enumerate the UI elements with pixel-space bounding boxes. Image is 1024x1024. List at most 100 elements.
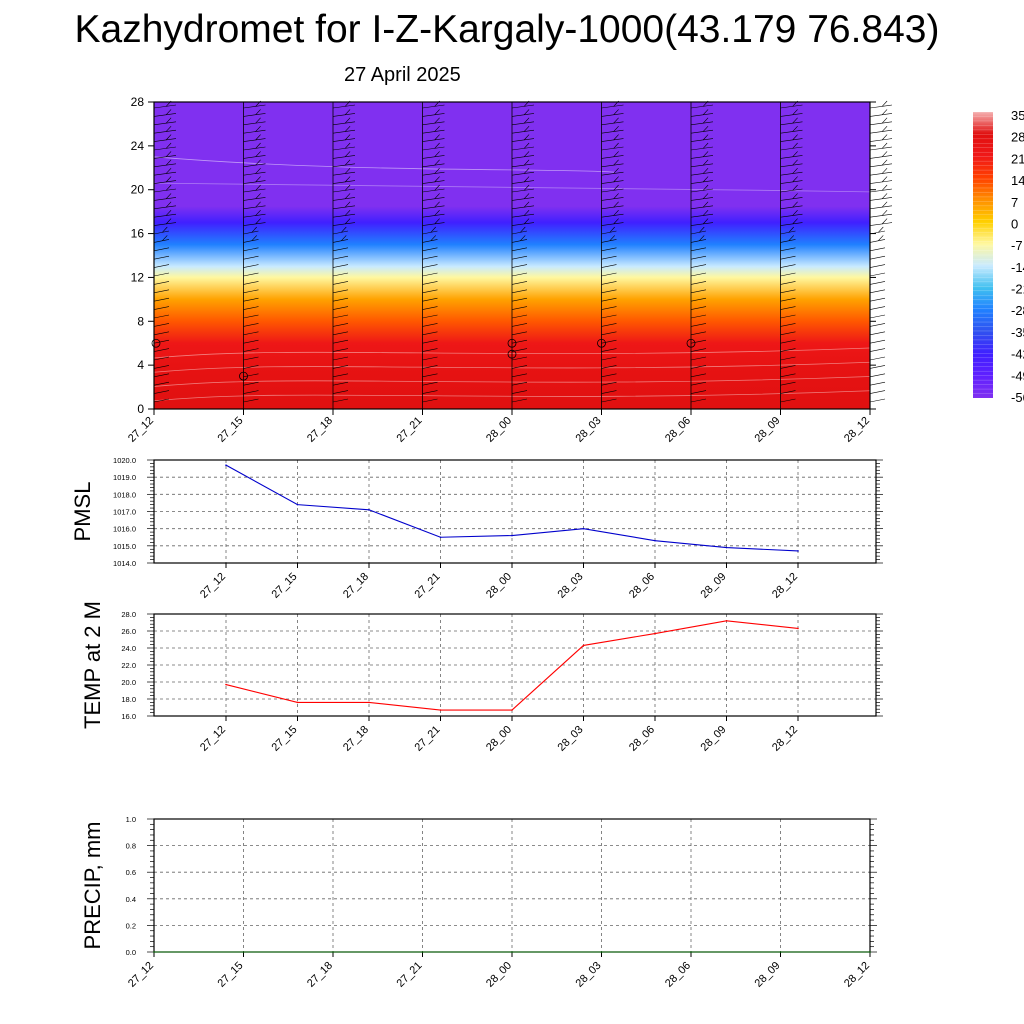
- wind-barb-feather: [881, 117, 888, 124]
- wind-barb-feather: [523, 193, 530, 200]
- wind-barb: [869, 213, 893, 218]
- wind-barb: [153, 331, 170, 336]
- x-tick-label: 28_06: [663, 960, 693, 990]
- wind-barb-feather: [430, 235, 436, 242]
- wind-barb: [780, 113, 803, 117]
- wind-barb-feather: [788, 226, 794, 233]
- wind-barb-feather: [434, 184, 440, 191]
- wind-barb-feather: [613, 159, 619, 166]
- wind-barb: [869, 129, 893, 134]
- chart-subtitle: 27 April 2025: [344, 64, 461, 86]
- wind-barb: [243, 306, 259, 310]
- wind-barb-feather: [165, 209, 172, 216]
- y-tick-label: 1020.0: [113, 456, 136, 465]
- wind-barb: [332, 163, 356, 168]
- wind-barb: [511, 365, 528, 369]
- wind-barb-feather: [434, 109, 440, 116]
- data-point: [511, 709, 513, 711]
- y-tick-label: 1014.0: [113, 559, 136, 568]
- wind-barb: [153, 121, 177, 126]
- wind-barb-feather: [165, 134, 172, 141]
- data-point: [368, 701, 370, 704]
- wind-barb: [511, 188, 535, 193]
- wind-barb-feather: [523, 117, 530, 124]
- wind-barb: [243, 163, 266, 168]
- wind-barb: [780, 306, 796, 310]
- wind-barb-feather: [613, 117, 619, 124]
- wind-barb: [243, 222, 266, 226]
- wind-barb: [511, 146, 535, 151]
- wind-barb: [690, 222, 714, 226]
- x-tick-label: 27_12: [198, 571, 228, 601]
- wind-barb: [690, 331, 707, 336]
- data-point: [869, 951, 871, 953]
- wind-barb: [511, 247, 528, 252]
- x-tick-label: 28_12: [842, 415, 872, 445]
- wind-barb: [153, 205, 177, 210]
- wind-barb: [690, 255, 707, 260]
- wind-barb: [780, 339, 796, 344]
- wind-barb-feather: [434, 167, 440, 174]
- colorbar: 35 28 21 14 7 0 -7 -14 -21 -28 -35 -42 -49 -56: [973, 108, 1024, 405]
- wind-barb-feather: [165, 176, 172, 183]
- x-tick-label: 27_12: [126, 415, 156, 445]
- wind-barb: [780, 213, 803, 218]
- x-tick-label: 28_03: [556, 571, 586, 601]
- x-tick-label: 28_06: [663, 415, 693, 445]
- wind-barb-feather: [344, 218, 351, 225]
- wind-barb-feather: [344, 151, 351, 158]
- wind-barb: [601, 222, 624, 226]
- wind-barb: [243, 365, 259, 369]
- wind-barb: [601, 138, 624, 142]
- wind-barb-feather: [165, 109, 172, 116]
- wind-barb: [243, 281, 259, 285]
- wind-barb-feather: [344, 176, 351, 183]
- wind-barb-feather: [792, 151, 798, 158]
- wind-barb: [243, 348, 259, 352]
- wind-barb: [422, 222, 445, 226]
- wind-barb: [780, 365, 796, 369]
- wind-barb: [869, 239, 886, 243]
- data-point: [332, 951, 334, 953]
- wind-barb: [780, 222, 803, 226]
- wind-barb: [422, 247, 438, 252]
- wind-barb: [153, 230, 170, 235]
- wind-barb: [422, 390, 438, 394]
- wind-barb: [332, 365, 349, 369]
- wind-barb-feather: [344, 159, 351, 166]
- wind-barb-feather: [881, 125, 888, 132]
- wind-barb: [780, 163, 803, 168]
- wind-barb: [690, 188, 714, 193]
- wind-barb: [243, 323, 259, 327]
- wind-barb-feather: [613, 201, 619, 208]
- wind-barb: [422, 255, 438, 260]
- wind-barb: [332, 239, 349, 243]
- wind-barb: [511, 314, 528, 319]
- wind-barb: [332, 323, 349, 327]
- wind-barb-feather: [609, 226, 615, 233]
- x-tick-label: 27_21: [413, 571, 443, 601]
- wind-barb: [243, 113, 266, 117]
- wind-barb: [332, 348, 349, 352]
- wind-barb: [332, 113, 356, 117]
- x-tick-label: 28_03: [556, 724, 586, 754]
- wind-barb: [601, 146, 624, 151]
- wind-barb: [869, 390, 886, 394]
- colorbar-label: -14: [1011, 260, 1024, 275]
- wind-barb-feather: [881, 142, 888, 149]
- wind-barb: [780, 104, 803, 109]
- wind-barb-feather: [523, 151, 530, 158]
- data-point: [779, 951, 782, 953]
- data-point: [511, 951, 513, 953]
- wind-barb: [690, 264, 707, 268]
- wind-barb-feather: [255, 109, 261, 116]
- wind-barb: [869, 356, 886, 361]
- y-tick-label: 0.4: [126, 895, 136, 904]
- wind-barb: [422, 113, 445, 117]
- wind-barb-feather: [702, 125, 709, 132]
- wind-barb: [153, 281, 170, 285]
- wind-barb-feather: [702, 218, 709, 225]
- wind-barb-feather: [434, 176, 440, 183]
- wind-barb: [243, 171, 266, 176]
- x-tick-label: 28_12: [770, 724, 800, 754]
